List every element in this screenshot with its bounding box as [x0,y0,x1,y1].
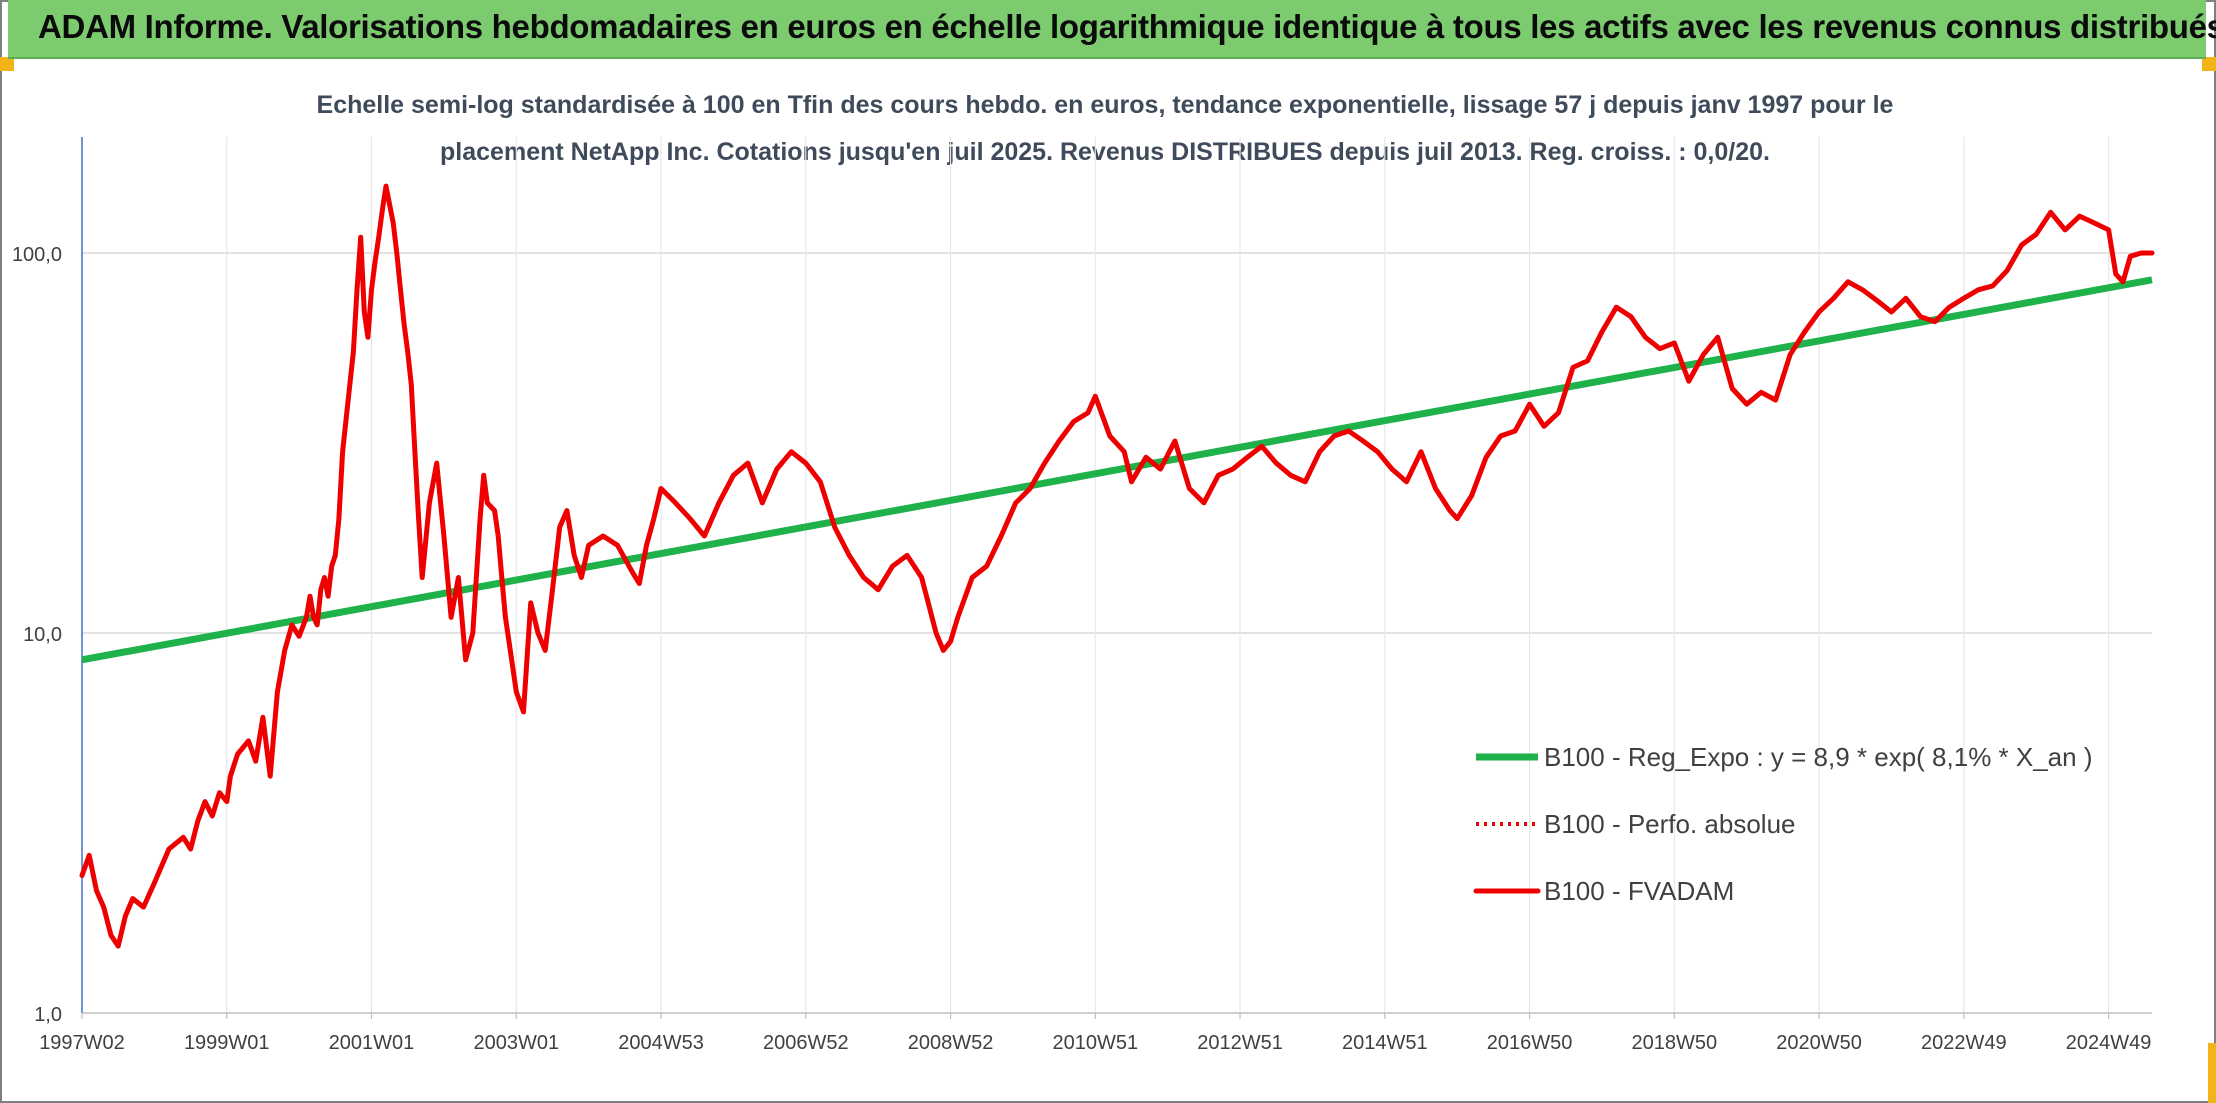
y-tick-label: 1,0 [34,1004,62,1026]
chart-title-line2: placement NetApp Inc. Cotations jusqu'en… [440,138,1770,166]
x-tick-label: 2012W51 [1197,1032,1283,1054]
legend-label: B100 - Perfo. absolue [1544,809,1796,839]
x-tick-label: 2014W51 [1342,1032,1428,1054]
corner-marker-bottom-right [2208,1043,2216,1103]
legend-label: B100 - FVADAM [1544,876,1734,906]
x-tick-label: 2016W50 [1487,1032,1573,1054]
y-tick-label: 10,0 [23,624,62,646]
corner-marker-right [2202,57,2216,71]
gridlines [81,137,2152,1013]
report-title: ADAM Informe. Valorisations hebdomadaire… [38,8,2216,45]
x-tick-label: 2020W50 [1776,1032,1862,1054]
x-tick-label: 2003W01 [473,1032,559,1054]
fvadam-line [79,183,2155,949]
x-tick-label: 2006W52 [763,1032,849,1054]
x-tick-label: 2018W50 [1631,1032,1717,1054]
x-tick-label: 2024W49 [2066,1032,2152,1054]
x-tick-label: 2004W53 [618,1032,704,1054]
y-tick-label: 100,0 [12,244,62,266]
y-axis-tick-labels: 1,0 10,0 100,0 [12,244,62,1026]
x-tick-label: 2010W51 [1052,1032,1138,1054]
chart-area: Echelle semi-log standardisée à 100 en T… [12,91,2155,1054]
regression-line [81,276,2153,664]
x-axis-tick-labels: 1997W02 1999W01 2001W01 2003W01 2004W53 2006W… [39,1013,2151,1054]
legend-label: B100 - Reg_Expo : y = 8,9 * exp( 8,1% * … [1544,742,2093,772]
x-tick-label: 1997W02 [39,1032,125,1054]
chart-title-line1: Echelle semi-log standardisée à 100 en T… [317,91,1894,119]
x-tick-label: 1999W01 [184,1032,270,1054]
x-tick-label: 2022W49 [1921,1032,2007,1054]
corner-marker-left [0,57,14,71]
x-tick-label: 2008W52 [908,1032,994,1054]
report-header: ADAM Informe. Valorisations hebdomadaire… [8,0,2216,59]
series-layer [79,183,2155,949]
legend: B100 - Reg_Expo : y = 8,9 * exp( 8,1% * … [1473,742,2093,906]
x-tick-label: 2001W01 [329,1032,415,1054]
